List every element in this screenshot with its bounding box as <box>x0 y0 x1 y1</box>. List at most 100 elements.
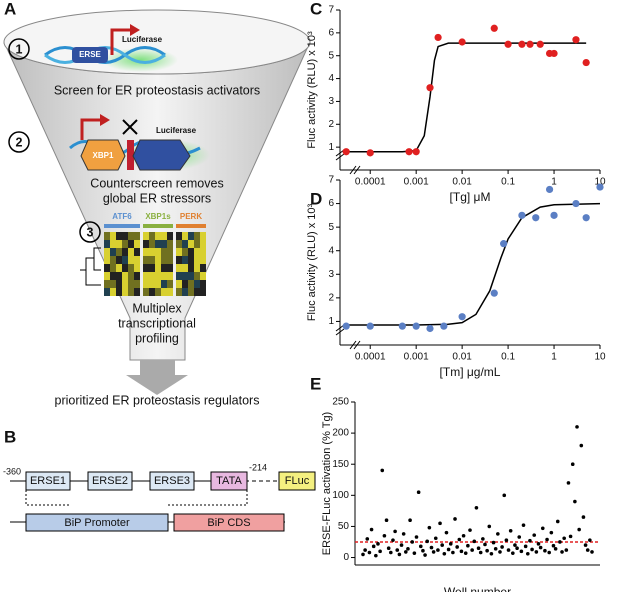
data-point <box>366 322 374 330</box>
data-point <box>412 322 420 330</box>
data-point <box>532 214 540 222</box>
heat-cell <box>128 232 134 240</box>
heat-cell <box>128 256 134 264</box>
heat-cell <box>182 272 188 280</box>
data-point <box>444 530 449 535</box>
heat-cell <box>188 256 194 264</box>
element-box <box>25 471 71 491</box>
column-label: ATF6 <box>112 212 132 221</box>
data-point <box>528 538 532 543</box>
y-tick-label: 4 <box>328 73 334 84</box>
y-tick-label: 5 <box>328 50 334 61</box>
data-point <box>568 534 573 539</box>
data-point <box>395 548 400 552</box>
data-point <box>426 84 434 92</box>
step-circle <box>79 221 101 243</box>
data-point <box>540 526 545 531</box>
data-point <box>425 539 430 544</box>
heat-cell <box>134 240 140 248</box>
data-point <box>581 515 586 519</box>
data-point <box>438 521 442 526</box>
data-point <box>588 538 592 542</box>
element-label: ERSE <box>79 50 101 59</box>
heat-cell <box>167 232 173 240</box>
heat-cell <box>176 272 182 280</box>
arrow-head <box>130 24 140 36</box>
data-point <box>397 552 402 557</box>
heat-cell <box>155 232 161 240</box>
heat-cell <box>143 288 149 296</box>
heat-cell <box>182 288 188 296</box>
heat-cell <box>110 288 116 296</box>
data-point <box>550 211 558 219</box>
heat-cell <box>149 264 155 272</box>
data-point <box>490 24 498 32</box>
step-circle <box>8 38 30 60</box>
heat-cell <box>143 264 149 272</box>
fit-curve <box>346 42 587 153</box>
column-label: XBP1s <box>145 212 171 221</box>
panel-label: A <box>4 0 16 18</box>
heat-cell <box>182 248 188 256</box>
x-tick-label: 0.01 <box>452 352 472 363</box>
heat-cell <box>188 272 194 280</box>
heat-cell <box>122 264 128 272</box>
heat-cell <box>200 288 206 296</box>
heat-cell <box>176 280 182 288</box>
panel-label: C <box>310 0 322 18</box>
data-point <box>518 40 526 48</box>
axis-break <box>335 324 361 350</box>
heat-cell <box>104 256 110 264</box>
heat-cell <box>149 248 155 256</box>
heat-cell <box>128 280 134 288</box>
data-point <box>463 551 468 555</box>
data-point <box>427 525 432 530</box>
data-point <box>429 545 434 550</box>
heat-cell <box>122 232 128 240</box>
heat-cell <box>110 272 116 280</box>
heat-cell <box>200 280 206 288</box>
step-caption: Screen for ER proteostasis activators <box>54 83 260 97</box>
heat-cell <box>161 232 167 240</box>
heat-cell <box>194 264 200 272</box>
data-point <box>573 499 577 504</box>
data-point <box>485 548 489 553</box>
heat-cell <box>116 232 122 240</box>
data-point <box>367 550 372 555</box>
data-point <box>566 481 571 485</box>
data-point <box>547 550 551 555</box>
data-point <box>562 536 566 541</box>
data-point <box>506 548 511 552</box>
data-point <box>550 49 558 58</box>
element-box <box>210 471 248 491</box>
heat-cell <box>149 240 155 248</box>
heat-cell <box>188 240 194 248</box>
data-point <box>440 322 448 330</box>
heat-cell <box>122 240 128 248</box>
heatmap <box>104 232 206 296</box>
element-box <box>87 471 133 491</box>
column-bar <box>104 224 140 228</box>
data-point <box>470 548 474 552</box>
heat-cell <box>176 232 182 240</box>
heat-cell <box>194 240 200 248</box>
heat-cell <box>167 248 173 256</box>
x-tick-label: 1 <box>551 352 557 363</box>
data-point <box>458 38 466 46</box>
heat-cell <box>200 232 206 240</box>
data-point <box>418 544 423 549</box>
heat-cell <box>167 288 173 296</box>
data-point <box>408 518 412 523</box>
heat-cell <box>122 272 128 280</box>
heat-cell <box>143 272 149 280</box>
heat-cell <box>104 240 110 248</box>
heat-cell <box>149 280 155 288</box>
element-box <box>72 47 108 63</box>
heat-cell <box>122 280 128 288</box>
data-point <box>572 199 580 208</box>
heat-cell <box>176 264 182 272</box>
data-point <box>481 537 485 541</box>
data-point <box>455 545 459 549</box>
heat-cell <box>167 240 173 248</box>
heat-cell <box>149 232 155 240</box>
